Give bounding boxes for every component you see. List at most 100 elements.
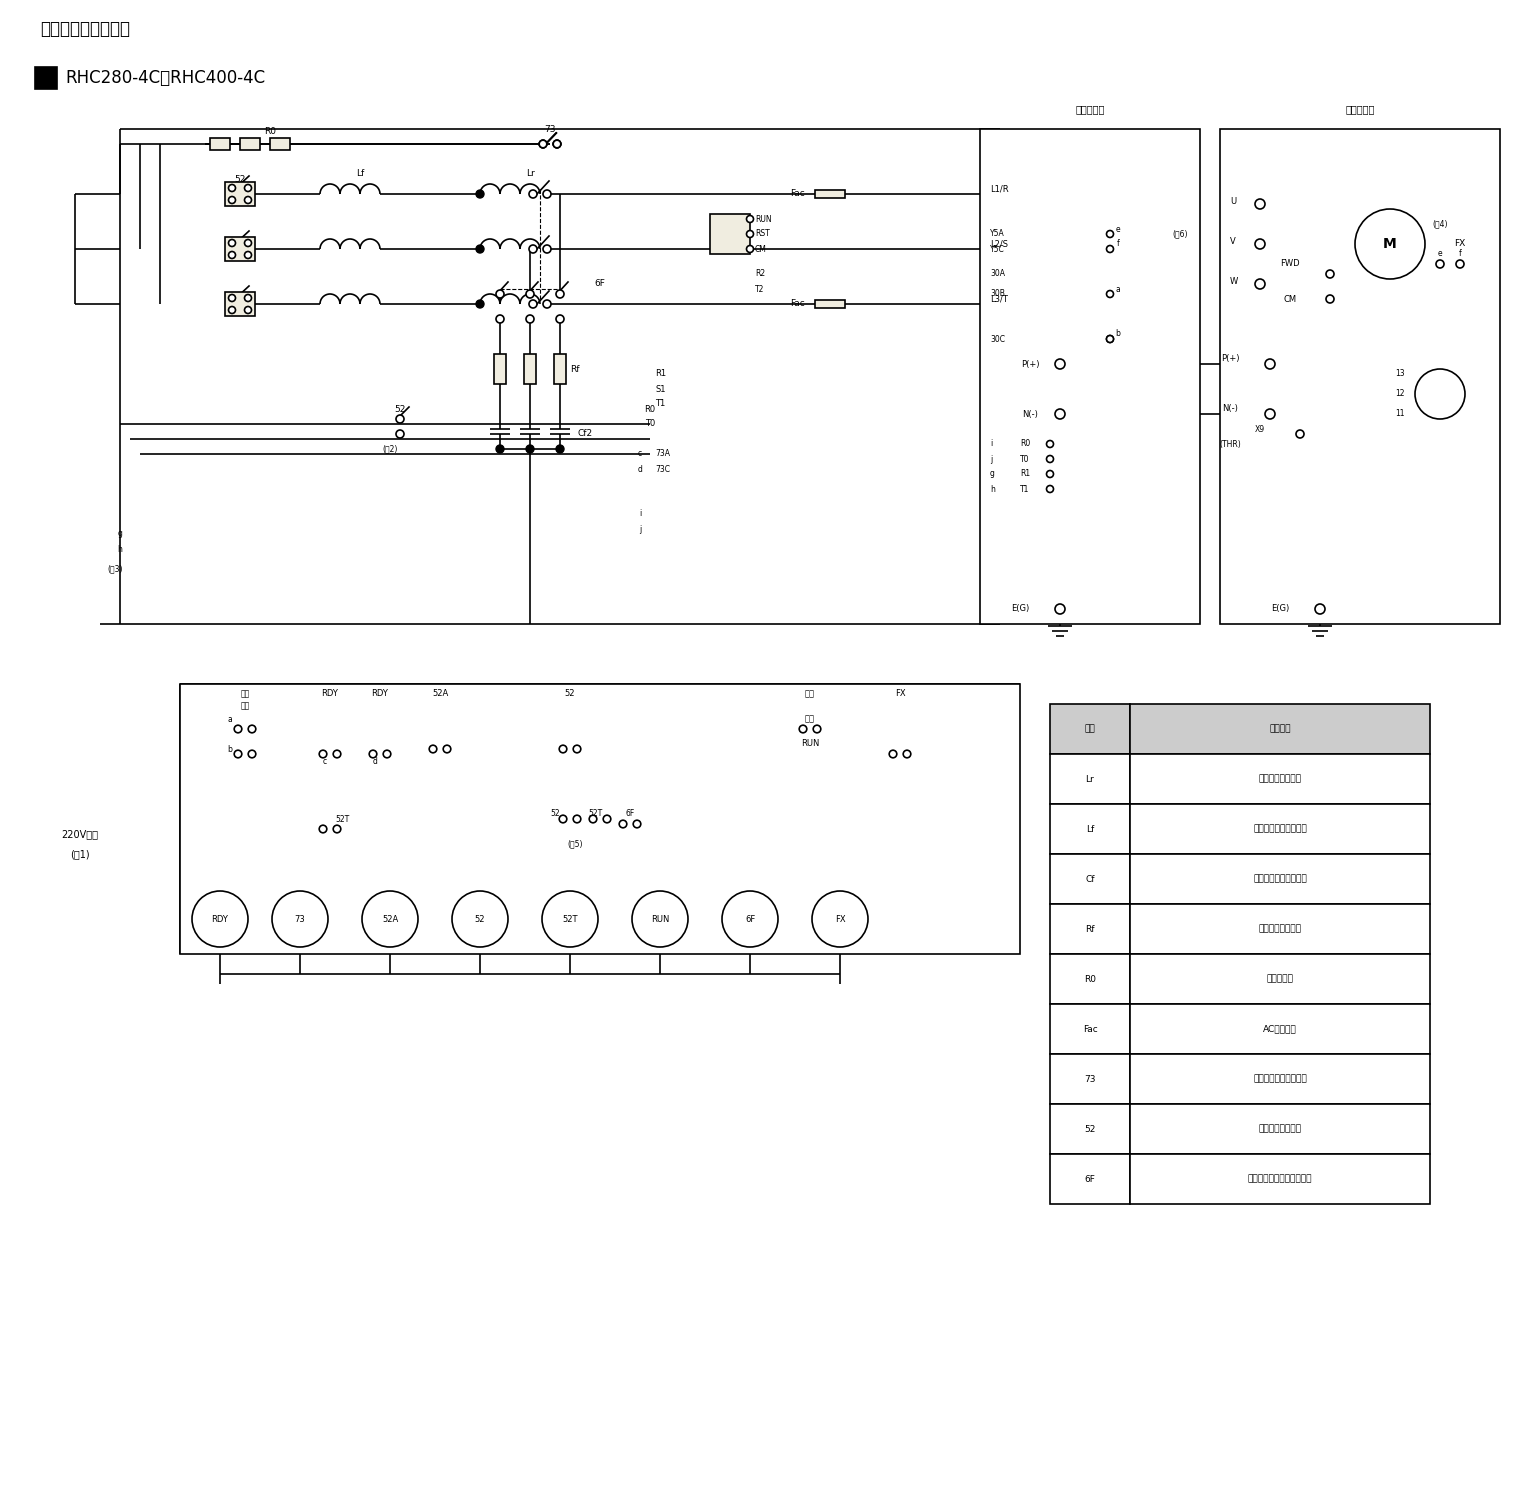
Circle shape [556, 290, 564, 298]
Text: P(+): P(+) [1220, 355, 1239, 364]
Circle shape [559, 744, 567, 754]
Text: U: U [1229, 197, 1236, 206]
Text: g: g [990, 469, 994, 478]
Circle shape [244, 197, 252, 203]
Circle shape [193, 890, 249, 948]
Circle shape [384, 750, 391, 758]
Text: a: a [227, 714, 232, 723]
Text: E(G): E(G) [1011, 605, 1029, 614]
Circle shape [619, 820, 626, 827]
Text: 52A: 52A [432, 689, 449, 698]
Circle shape [1326, 295, 1334, 302]
Circle shape [1055, 409, 1066, 420]
Text: FX: FX [1454, 239, 1466, 248]
Text: (注4): (注4) [1433, 220, 1448, 229]
Text: 52: 52 [235, 174, 246, 183]
Circle shape [1355, 209, 1425, 280]
Circle shape [540, 140, 547, 147]
Circle shape [1055, 359, 1066, 368]
Bar [494, 353, 506, 384]
Text: 昇圧用リアクトル: 昇圧用リアクトル [1258, 775, 1302, 784]
Text: j: j [638, 525, 641, 534]
Bar [525, 353, 537, 384]
Circle shape [1046, 486, 1054, 492]
Text: Rf: Rf [1085, 925, 1095, 934]
Text: Fac: Fac [1082, 1024, 1098, 1033]
Text: Fac: Fac [790, 299, 805, 308]
Bar [979, 129, 1201, 624]
Bar [1129, 805, 1430, 854]
Circle shape [529, 190, 537, 199]
Text: (注5): (注5) [567, 839, 582, 848]
Bar [1129, 704, 1430, 754]
Text: (注6): (注6) [1172, 230, 1187, 239]
Text: S1: S1 [655, 385, 666, 394]
Circle shape [429, 744, 437, 754]
Text: フィルタ用抵抗器: フィルタ用抵抗器 [1258, 925, 1302, 934]
Text: c: c [323, 757, 327, 766]
Circle shape [1326, 271, 1334, 278]
Circle shape [244, 239, 252, 247]
Text: (注2): (注2) [382, 445, 397, 454]
Circle shape [556, 314, 564, 323]
Text: RDY: RDY [371, 689, 388, 698]
Text: T1: T1 [655, 400, 666, 409]
Text: RHC280-4C～RHC400-4C: RHC280-4C～RHC400-4C [65, 69, 265, 87]
Text: R0: R0 [264, 128, 276, 137]
Text: 電源用電磁接触器: 電源用電磁接触器 [1258, 1125, 1302, 1134]
Text: 停止: 停止 [805, 714, 816, 723]
Circle shape [334, 750, 341, 758]
Circle shape [362, 890, 418, 948]
Text: FX: FX [835, 914, 846, 923]
Text: 6F: 6F [626, 809, 635, 818]
Circle shape [233, 750, 241, 758]
Text: 52: 52 [394, 405, 406, 414]
Circle shape [529, 299, 537, 308]
Text: b: b [1116, 329, 1120, 338]
Text: a: a [1116, 284, 1120, 293]
Circle shape [1455, 260, 1464, 268]
Text: d: d [638, 465, 643, 474]
Circle shape [1107, 245, 1113, 253]
Bar [1051, 704, 1129, 754]
Text: 73: 73 [1084, 1074, 1096, 1083]
Text: フィルタ用リアクトル: フィルタ用リアクトル [1254, 824, 1307, 833]
Text: T0: T0 [1020, 454, 1029, 463]
Text: R0: R0 [1020, 439, 1031, 448]
Text: 52T: 52T [562, 914, 578, 923]
Text: 運転: 運転 [805, 689, 816, 698]
Bar [180, 684, 1020, 954]
Bar [270, 138, 290, 150]
Circle shape [1107, 230, 1113, 238]
Text: N(-): N(-) [1022, 409, 1038, 418]
Bar [1129, 854, 1430, 904]
Bar [1220, 129, 1499, 624]
Bar [224, 182, 255, 206]
Text: RUN: RUN [711, 220, 729, 229]
Circle shape [553, 140, 561, 147]
Bar [1051, 805, 1129, 854]
Circle shape [603, 815, 611, 823]
Circle shape [799, 725, 807, 732]
Bar [1129, 904, 1430, 954]
Circle shape [271, 890, 327, 948]
Circle shape [556, 445, 564, 453]
Text: RDY: RDY [212, 914, 229, 923]
Text: f: f [1458, 250, 1461, 259]
Circle shape [813, 890, 869, 948]
Text: RUN: RUN [650, 914, 669, 923]
Text: 220V以下: 220V以下 [62, 829, 99, 839]
Text: Lr: Lr [1085, 775, 1095, 784]
Text: (THR): (THR) [1219, 439, 1242, 448]
Text: 11: 11 [1395, 409, 1405, 418]
Text: g: g [118, 529, 123, 538]
Circle shape [1107, 290, 1113, 298]
Circle shape [476, 299, 484, 308]
Text: M: M [1383, 238, 1396, 251]
Circle shape [1255, 280, 1264, 289]
Circle shape [722, 890, 778, 948]
Circle shape [1264, 409, 1275, 420]
Text: R1: R1 [655, 370, 666, 379]
Circle shape [543, 299, 550, 308]
Bar [1129, 1104, 1430, 1154]
